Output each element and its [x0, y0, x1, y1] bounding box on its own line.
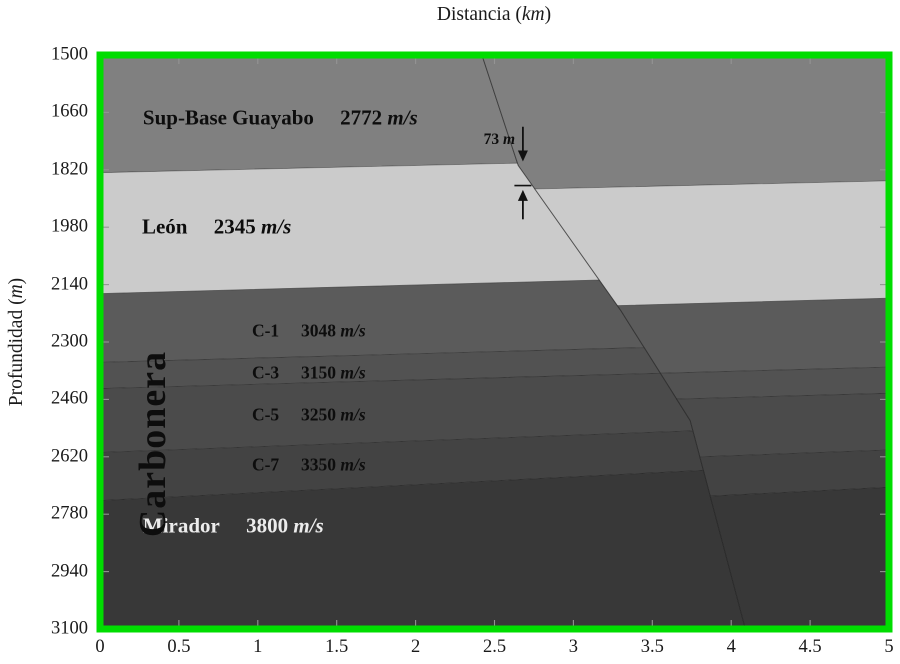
fault-throw-value: 73: [483, 131, 500, 149]
x-axis-title-text: Distancia (: [436, 4, 522, 25]
y-tick-label-2940: 2940: [51, 561, 88, 582]
layer-label-c-3: C-3 3150 m/s: [251, 362, 366, 383]
fault-line: [481, 55, 746, 629]
y-tick-label-2620: 2620: [51, 446, 88, 467]
x-tick-label-4: 4: [726, 637, 736, 657]
layer-label-c-7: C-7 3350 m/s: [251, 454, 366, 475]
x-tick-label-2: 2: [410, 637, 421, 657]
y-tick-label-2780: 2780: [51, 503, 88, 524]
throw-arrows: [514, 126, 532, 220]
y-tick-label-1500: 1500: [51, 44, 88, 65]
x-axis-title-close: ): [544, 4, 552, 25]
layer-right-C-1: [616, 297, 889, 374]
y-axis-title-close: ): [6, 277, 27, 285]
up-arrow-head: [517, 189, 528, 201]
x-tick-label-3: 3: [568, 637, 579, 657]
layer-label-sup-base-guayabo: Sup-Base Guayabo 2772 m/s: [142, 105, 418, 130]
y-tick-label-2460: 2460: [51, 388, 88, 409]
y-tick-label-1660: 1660: [51, 101, 88, 122]
x-tick-label-5: 5: [884, 637, 894, 657]
fault-throw-annotation: 73 m: [484, 131, 515, 149]
layer-label-mirador: Mirador 3800 m/s: [142, 513, 324, 538]
x-axis-unit: km: [521, 4, 545, 25]
x-tick-label-0: 0: [95, 637, 105, 657]
plot-frame: [96, 51, 893, 633]
layer-polygons: [100, 55, 889, 629]
y-axis-unit: m: [6, 284, 27, 299]
layer-right-C-5: [675, 392, 889, 458]
y-tick-label-1820: 1820: [51, 159, 88, 180]
y-tick-label-3100: 3100: [51, 618, 88, 639]
y-axis-title-text: Profundidad (: [6, 298, 27, 407]
y-tick-label-2140: 2140: [51, 274, 88, 295]
x-axis-title: Distancia (km): [437, 4, 551, 26]
layer-label-c-5: C-5 3250 m/s: [251, 404, 366, 425]
y-tick-label-2300: 2300: [51, 331, 88, 352]
y-tick-label-1980: 1980: [51, 216, 88, 237]
x-tick-label-0.5: 0.5: [167, 637, 191, 657]
layer-label-le-n: León 2345 m/s: [141, 214, 292, 239]
x-tick-label-1: 1: [253, 637, 263, 657]
layer-label-c-1: C-1 3048 m/s: [251, 320, 366, 341]
layer-right-Sup-Base Guayabo: [481, 55, 889, 190]
x-tick-label-3.5: 3.5: [640, 637, 664, 657]
x-tick-label-2.5: 2.5: [482, 637, 507, 657]
down-arrow-head: [517, 150, 528, 162]
y-axis-title: Profundidad (m): [6, 278, 28, 406]
x-tick-label-1.5: 1.5: [325, 637, 349, 657]
carbonera-group-label: Carbonera: [132, 351, 175, 538]
x-tick-label-4.5: 4.5: [798, 637, 822, 657]
layer-left-Mirador: [100, 469, 746, 629]
fault-throw-unit: m: [502, 131, 515, 149]
